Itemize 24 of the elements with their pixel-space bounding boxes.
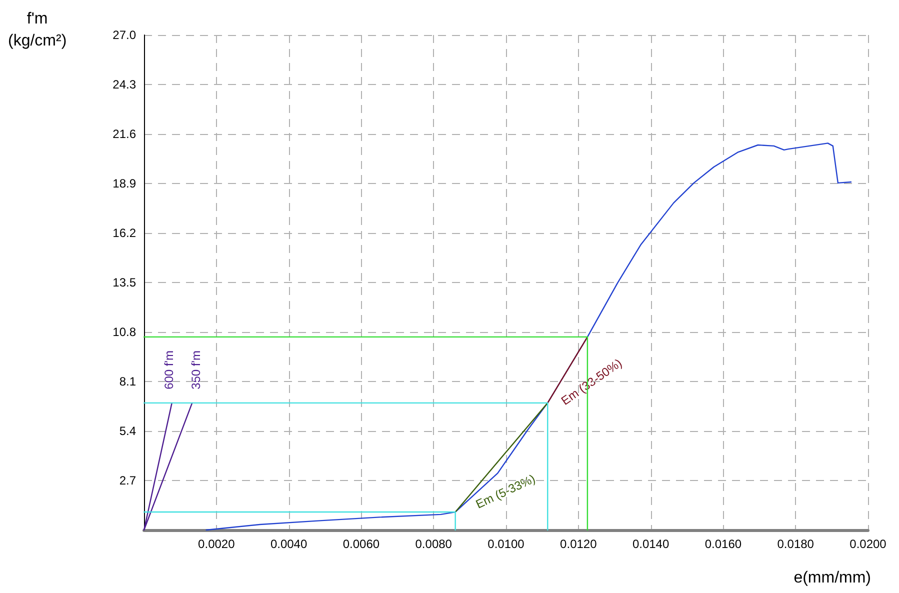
x-tick-label: 0.0020 (198, 537, 236, 551)
y-tick-label: 16.2 (112, 226, 136, 240)
y-tick-label: 13.5 (112, 276, 136, 290)
y-tick-label: 5.4 (119, 424, 136, 438)
x-tick-label: 0.0060 (342, 537, 380, 551)
x-tick-label: 0.0100 (488, 537, 525, 551)
x-tick-label: 0.0160 (704, 537, 742, 551)
text: 600 f'm (162, 350, 176, 390)
text: 350 f'm (189, 350, 204, 390)
y-tick-label: 10.8 (112, 325, 136, 339)
x-tick-label: 0.0140 (632, 537, 670, 551)
x-tick-label: 0.0120 (560, 537, 598, 551)
y-tick-label: 8.1 (119, 374, 136, 388)
y-tick-label: 21.6 (112, 127, 136, 141)
y-tick-label: 24.3 (112, 78, 136, 92)
y-tick-label: 27.0 (112, 28, 136, 42)
x-axis-title: e(mm/mm) (794, 570, 871, 586)
y-axis-title: f'm (kg/cm²) (8, 10, 67, 50)
x-tick-label: 0.0080 (415, 537, 452, 551)
x-tick-label: 0.0180 (777, 537, 814, 551)
y-tick-label: 18.9 (112, 176, 136, 190)
x-tick-label: 0.0040 (270, 537, 308, 551)
y-tick-label: 2.7 (119, 474, 136, 488)
x-tick-label: 0.0200 (850, 537, 887, 551)
